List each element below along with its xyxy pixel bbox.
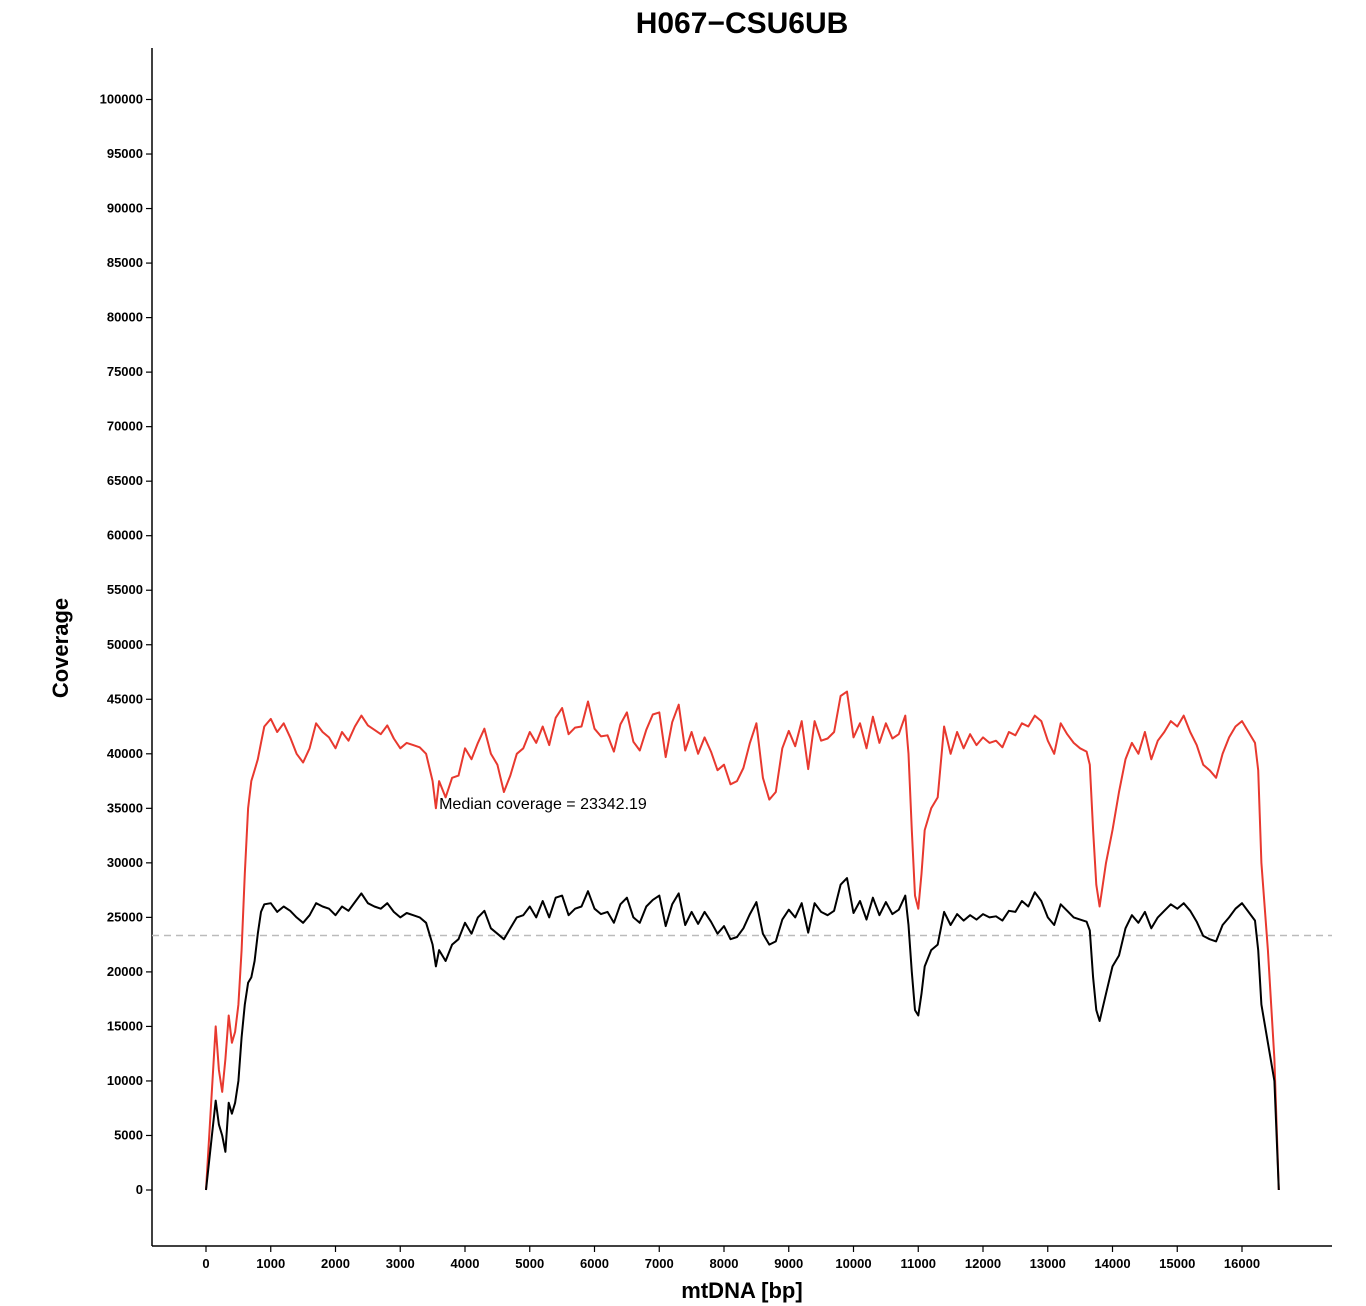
series-line-black: [205, 877, 1280, 1191]
y-tick-label: 35000: [107, 800, 143, 815]
y-tick-label: 65000: [107, 473, 143, 488]
x-tick-label: 7000: [645, 1256, 674, 1271]
x-tick-label: 2000: [321, 1256, 350, 1271]
x-tick-label: 3000: [386, 1256, 415, 1271]
x-tick-label: 8000: [710, 1256, 739, 1271]
y-tick-label: 50000: [107, 637, 143, 652]
y-axis-label: Coverage: [48, 598, 73, 698]
y-tick-label: 45000: [107, 691, 143, 706]
x-tick-label: 6000: [580, 1256, 609, 1271]
x-tick-label: 14000: [1094, 1256, 1130, 1271]
y-tick-label: 100000: [100, 92, 143, 107]
x-tick-label: 13000: [1030, 1256, 1066, 1271]
x-tick-label: 9000: [774, 1256, 803, 1271]
x-tick-label: 15000: [1159, 1256, 1195, 1271]
x-tick-label: 10000: [835, 1256, 871, 1271]
y-tick-label: 90000: [107, 201, 143, 216]
y-tick-label: 55000: [107, 582, 143, 597]
y-tick-label: 40000: [107, 746, 143, 761]
y-tick-label: 25000: [107, 909, 143, 924]
x-tick-label: 11000: [901, 1256, 936, 1271]
x-tick-label: 5000: [515, 1256, 544, 1271]
y-tick-label: 15000: [107, 1018, 143, 1033]
y-tick-label: 95000: [107, 146, 143, 161]
x-tick-label: 12000: [965, 1256, 1001, 1271]
coverage-series: [205, 690, 1280, 1191]
y-tick-label: 70000: [107, 419, 143, 434]
series-line-red: [205, 690, 1280, 1191]
x-axis-ticks: 0 1000 2000 3000 4000 5000 6000 7000 8000 9000 100…: [202, 1246, 1260, 1271]
y-tick-label: 60000: [107, 528, 143, 543]
chart-title: H067−CSU6UB: [636, 7, 849, 40]
x-axis-label: mtDNA [bp]: [681, 1278, 802, 1303]
y-tick-label: 85000: [107, 255, 143, 270]
x-tick-label: 1000: [256, 1256, 285, 1271]
y-tick-label: 5000: [114, 1127, 143, 1142]
median-coverage-annotation: Median coverage = 23342.19: [439, 796, 647, 813]
x-tick-label: 4000: [451, 1256, 480, 1271]
x-tick-label: 16000: [1224, 1256, 1260, 1271]
y-tick-label: 0: [136, 1182, 143, 1197]
y-tick-label: 10000: [107, 1073, 143, 1088]
y-axis-ticks: 0 5000 10000 15000 20000 25000 30000 35000 40000…: [100, 92, 152, 1197]
y-tick-label: 75000: [107, 364, 143, 379]
x-tick-label: 0: [202, 1256, 209, 1271]
y-tick-label: 80000: [107, 310, 143, 325]
y-tick-label: 20000: [107, 964, 143, 979]
y-tick-label: 30000: [107, 855, 143, 870]
